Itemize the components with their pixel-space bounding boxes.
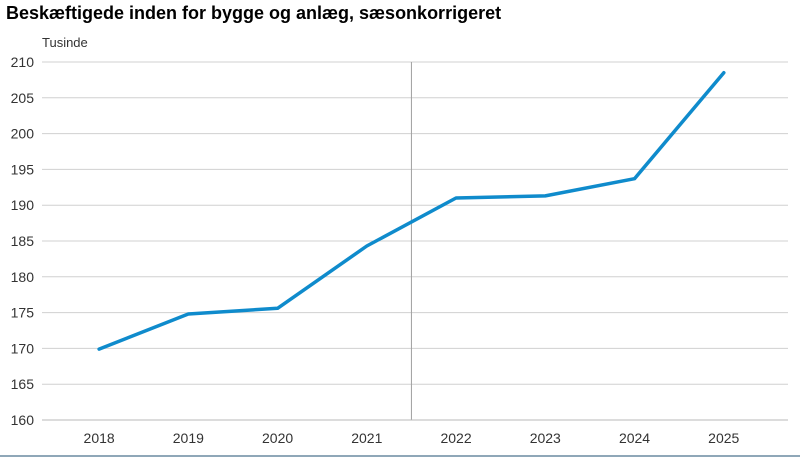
y-axis-unit: Tusinde [42, 35, 88, 50]
y-tick-label: 160 [11, 412, 35, 428]
x-tick-label: 2018 [84, 430, 115, 446]
y-tick-label: 195 [11, 161, 35, 177]
y-tick-label: 205 [11, 90, 35, 106]
x-tick-label: 2025 [708, 430, 739, 446]
x-tick-label: 2019 [173, 430, 204, 446]
x-tick-label: 2024 [619, 430, 650, 446]
y-tick-label: 200 [11, 126, 35, 142]
x-axis-ticks: 2018 2019 2020 2021 2022 2023 2024 2025 [84, 430, 740, 446]
x-tick-label: 2022 [440, 430, 471, 446]
y-tick-label: 210 [11, 54, 35, 70]
y-axis-ticks: 160 165 170 175 180 185 190 195 200 205 210 [11, 54, 35, 428]
x-tick-label: 2021 [351, 430, 382, 446]
y-tick-label: 170 [11, 340, 35, 356]
x-tick-label: 2023 [530, 430, 561, 446]
x-tick-label: 2020 [262, 430, 293, 446]
series-line [97, 70, 726, 351]
y-tick-label: 165 [11, 376, 35, 392]
y-tick-label: 190 [11, 197, 35, 213]
y-tick-label: 185 [11, 233, 35, 249]
chart-title: Beskæftigede inden for bygge og anlæg, s… [6, 3, 502, 23]
y-tick-label: 180 [11, 269, 35, 285]
y-tick-label: 175 [11, 305, 35, 321]
grid-lines [42, 61, 788, 385]
